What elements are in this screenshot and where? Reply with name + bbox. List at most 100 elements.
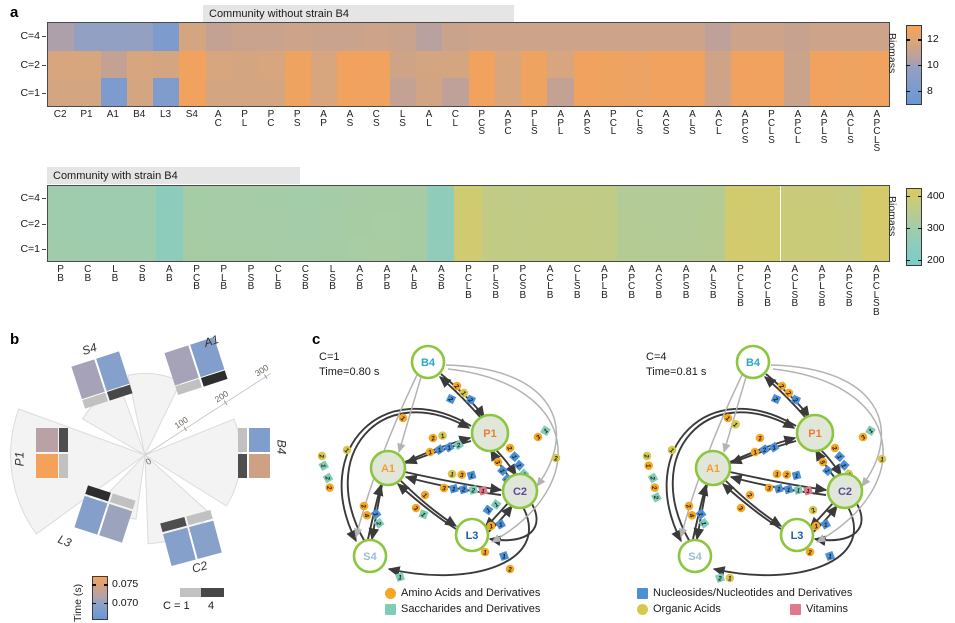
heatmap-cell xyxy=(258,50,285,79)
metabolite-marker xyxy=(777,381,787,391)
heatmap-cell xyxy=(373,186,401,211)
heatmap-row xyxy=(48,211,889,236)
marker-count: 2 xyxy=(470,487,475,494)
column-label: A L S xyxy=(689,109,696,138)
marker-count: 1 xyxy=(867,427,875,435)
strain-node-label: L3 xyxy=(466,530,479,542)
marker-count: 1 xyxy=(724,415,732,423)
column-label: A C L xyxy=(715,109,723,138)
heatmap-cell xyxy=(318,236,347,261)
heatmap-cell xyxy=(705,78,732,107)
metabolite-marker xyxy=(773,483,784,494)
metabolite-marker xyxy=(418,509,429,520)
metabolite-marker xyxy=(443,441,455,453)
rose-axis-tick-label: 100 xyxy=(172,414,190,430)
heatmap-cell xyxy=(547,78,574,107)
metabolite-marker-cluster: 31 xyxy=(858,425,876,442)
colorbar-title: Biomass xyxy=(886,33,898,74)
heatmap-cell xyxy=(481,186,509,211)
metabolite-marker xyxy=(318,460,330,471)
panel-a-label: a xyxy=(10,4,19,21)
metabolite-marker xyxy=(373,517,385,529)
heatmap-cell xyxy=(210,211,238,236)
heatmap-cell xyxy=(210,236,238,261)
marker-count: 2 xyxy=(717,575,722,582)
row-label: C=2 xyxy=(20,217,40,230)
metabolite-marker xyxy=(428,433,438,443)
marker-count: 1 xyxy=(777,486,781,493)
marker-count: 3 xyxy=(442,485,446,492)
column-label: A P C S xyxy=(741,109,749,146)
metabolite-marker xyxy=(411,503,421,513)
column-label: B4 xyxy=(133,109,146,120)
heatmap-cell xyxy=(310,78,338,107)
heatmap-cell xyxy=(415,50,443,79)
heatmap-cell xyxy=(698,186,726,211)
column-label: A B xyxy=(166,264,173,284)
metabolite-marker xyxy=(505,443,515,453)
heatmap-cell xyxy=(183,236,211,261)
metabolite-marker xyxy=(644,461,654,470)
metabolite-marker xyxy=(791,470,802,481)
marker-count: 3 xyxy=(535,434,543,442)
marker-count: 1 xyxy=(450,471,454,478)
metabolite-marker xyxy=(750,447,760,457)
heatmap-cell xyxy=(547,50,574,79)
marker-count: 1 xyxy=(644,463,652,468)
heatmap-cell xyxy=(494,23,522,51)
column-label: A C xyxy=(214,109,222,129)
metabolite-marker xyxy=(395,572,405,582)
colorbar-tick-label: 200 xyxy=(927,253,945,266)
metabolite-marker xyxy=(434,444,445,456)
exchange-edge xyxy=(763,376,807,419)
marker-count: 1 xyxy=(699,521,707,527)
heatmap-cell xyxy=(862,23,889,51)
marker-count: 2 xyxy=(830,444,839,452)
panel-c-label: c xyxy=(312,331,321,348)
metabolite-marker xyxy=(370,508,382,520)
heatmap-cell xyxy=(291,186,319,211)
glyph-strip xyxy=(59,428,68,453)
metabolite-marker xyxy=(768,441,780,453)
heatmap-cell xyxy=(156,236,184,261)
colorbar-tick xyxy=(906,90,910,93)
heatmap1-title: Community without strain B4 xyxy=(203,5,514,22)
column-label: A C S B xyxy=(655,264,663,301)
column-label: C S xyxy=(372,109,380,129)
row-tick xyxy=(42,36,46,38)
heatmap-row xyxy=(48,236,889,261)
heatmap-cell xyxy=(48,211,76,236)
column-label: A L xyxy=(425,109,433,129)
heatmap-cell xyxy=(836,23,863,51)
heatmap-cell xyxy=(389,23,416,51)
metabolite-marker-cluster: 24 xyxy=(359,501,372,520)
strain-node-label: S4 xyxy=(688,551,702,563)
metabolite-marker xyxy=(772,469,782,479)
marker-count: 1 xyxy=(452,486,456,493)
heatmap-cell xyxy=(616,186,645,211)
heatmap-cell xyxy=(389,50,416,79)
marker-count: 1 xyxy=(493,501,500,509)
column-label: P S xyxy=(293,109,301,129)
metabolite-marker xyxy=(482,504,494,516)
column-label: A P L xyxy=(557,109,565,138)
marker-count: 2 xyxy=(809,507,817,516)
metabolite-marker xyxy=(650,483,660,492)
heatmap-cell xyxy=(731,78,758,107)
heatmap-cell xyxy=(129,236,157,261)
column-label: A C L B xyxy=(546,264,554,301)
heatmap-cell xyxy=(310,50,338,79)
strain-label-P1: P1 xyxy=(12,451,27,467)
heatmap-cell xyxy=(48,23,75,51)
marker-count: 1 xyxy=(728,575,732,582)
legend-label: Vitamins xyxy=(806,603,848,615)
column-label: A P B xyxy=(383,264,391,293)
strain-node-P1 xyxy=(795,413,835,453)
glyph-strip xyxy=(238,453,247,478)
rose-axis-tick-label: 0 xyxy=(144,456,154,467)
metabolite-marker-cluster: 2 xyxy=(808,505,817,516)
heatmap-cell xyxy=(757,50,784,79)
metabolite-marker-cluster: 1 xyxy=(499,551,509,561)
marker-count: 1 xyxy=(696,512,704,518)
heatmap-cell xyxy=(389,78,416,107)
